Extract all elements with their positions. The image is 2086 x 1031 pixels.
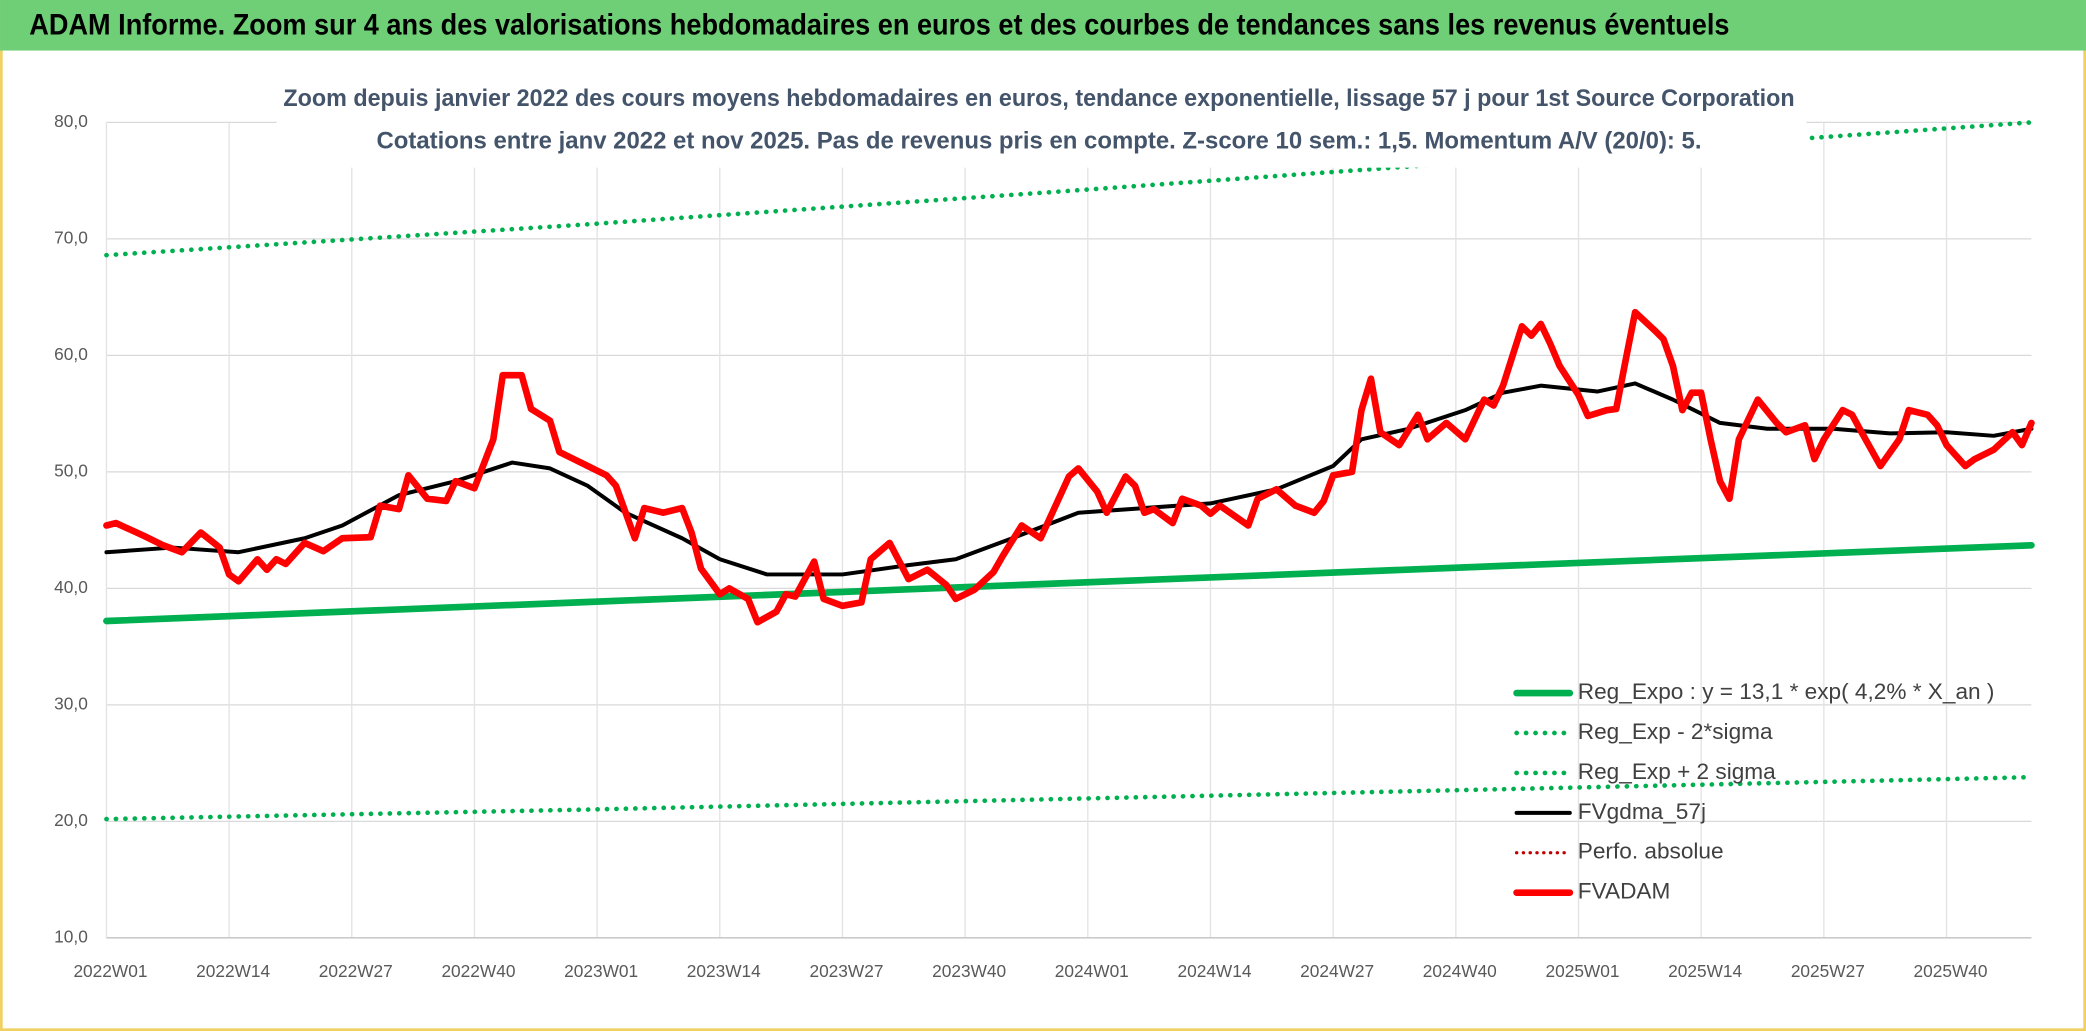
y-tick-label: 50,0 xyxy=(54,460,88,480)
x-tick-label: 2023W01 xyxy=(564,961,638,981)
legend-label: FVgdma_57j xyxy=(1578,799,1706,824)
series-line xyxy=(103,541,2035,625)
header-bar xyxy=(0,0,2086,51)
y-tick-label: 30,0 xyxy=(54,693,88,713)
chart-title: ADAM Informe. Zoom sur 4 ans des valoris… xyxy=(29,9,1729,41)
x-tick-label: 2022W27 xyxy=(319,961,393,981)
x-tick-label: 2023W40 xyxy=(932,961,1006,981)
x-tick-label: 2022W14 xyxy=(196,961,270,981)
x-tick-label: 2022W40 xyxy=(441,961,515,981)
x-tick-label: 2024W14 xyxy=(1177,961,1251,981)
y-tick-label: 40,0 xyxy=(54,577,88,597)
x-tick-label: 2024W01 xyxy=(1055,961,1129,981)
x-tick-label: 2025W40 xyxy=(1914,961,1988,981)
y-tick-label: 20,0 xyxy=(54,810,88,830)
x-tick-label: 2023W14 xyxy=(687,961,761,981)
x-tick-label: 2023W27 xyxy=(809,961,883,981)
x-tick-label: 2024W27 xyxy=(1300,961,1374,981)
legend-label: Reg_Exp - 2*sigma xyxy=(1578,719,1773,744)
grid: 10,0 20,0 30,0 40,0 50,0 60,0 70,0 80,0 2022W01 2… xyxy=(54,111,2032,981)
y-tick-label: 80,0 xyxy=(54,111,88,131)
y-tick-label: 60,0 xyxy=(54,344,88,364)
x-tick-label: 2025W14 xyxy=(1668,961,1742,981)
y-tick-label: 10,0 xyxy=(54,926,88,946)
series-line xyxy=(103,308,2035,626)
x-tick-label: 2022W01 xyxy=(73,961,147,981)
subtitle: Zoom depuis janvier 2022 des cours moyen… xyxy=(283,85,1794,112)
x-tick-label: 2025W27 xyxy=(1791,961,1865,981)
x-tick-label: 2024W40 xyxy=(1423,961,1497,981)
legend-label: FVADAM xyxy=(1578,879,1671,904)
legend-label: Reg_Expo : y = 13,1 * exp( 4,2% * X_an ) xyxy=(1578,679,1995,704)
legend-label: Reg_Exp + 2 sigma xyxy=(1578,759,1776,784)
subtitle: Cotations entre janv 2022 et nov 2025. P… xyxy=(377,128,1702,155)
x-tick-label: 2025W01 xyxy=(1545,961,1619,981)
legend: Reg_Expo : y = 13,1 * exp( 4,2% * X_an )… xyxy=(1513,679,1995,904)
subtitle-box xyxy=(276,77,1807,168)
y-tick-label: 70,0 xyxy=(54,227,88,247)
series-line xyxy=(104,774,2034,822)
legend-label: Perfo. absolue xyxy=(1578,839,1724,864)
